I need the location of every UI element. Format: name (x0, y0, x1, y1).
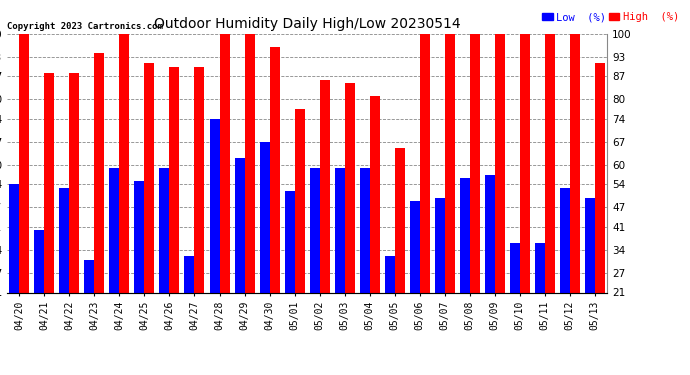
Bar (95, 53, 104, 292)
Bar (110, 168, 119, 292)
Bar (420, 34, 430, 292)
Bar (444, 34, 455, 292)
Bar (570, 34, 580, 292)
Bar (335, 168, 344, 292)
Bar (510, 243, 520, 292)
Bar (195, 66, 204, 292)
Bar (395, 148, 404, 292)
Bar (470, 34, 480, 292)
Bar (595, 63, 604, 292)
Bar (10, 184, 19, 292)
Bar (184, 256, 195, 292)
Title: Outdoor Humidity Daily High/Low 20230514: Outdoor Humidity Daily High/Low 20230514 (154, 17, 460, 31)
Bar (70, 73, 79, 292)
Bar (560, 188, 570, 292)
Bar (34, 230, 44, 292)
Bar (244, 34, 255, 292)
Bar (495, 34, 504, 292)
Bar (84, 260, 95, 292)
Text: Copyright 2023 Cartronics.com: Copyright 2023 Cartronics.com (7, 22, 163, 31)
Bar (144, 63, 155, 292)
Bar (310, 168, 319, 292)
Bar (344, 83, 355, 292)
Bar (235, 158, 244, 292)
Bar (410, 201, 420, 292)
Bar (370, 96, 380, 292)
Bar (135, 181, 144, 292)
Bar (59, 188, 70, 292)
Bar (384, 256, 395, 292)
Bar (170, 66, 179, 292)
Bar (359, 168, 370, 292)
Bar (319, 80, 330, 292)
Bar (435, 198, 444, 292)
Bar (259, 142, 270, 292)
Bar (520, 34, 530, 292)
Bar (484, 175, 495, 292)
Bar (295, 109, 304, 292)
Bar (210, 119, 219, 292)
Legend: Low  (%), High  (%): Low (%), High (%) (538, 8, 683, 26)
Bar (44, 73, 55, 292)
Bar (119, 34, 130, 292)
Bar (219, 34, 230, 292)
Bar (460, 178, 470, 292)
Bar (159, 168, 170, 292)
Bar (584, 198, 595, 292)
Bar (535, 243, 544, 292)
Bar (284, 191, 295, 292)
Bar (544, 34, 555, 292)
Bar (270, 47, 279, 292)
Bar (19, 34, 30, 292)
